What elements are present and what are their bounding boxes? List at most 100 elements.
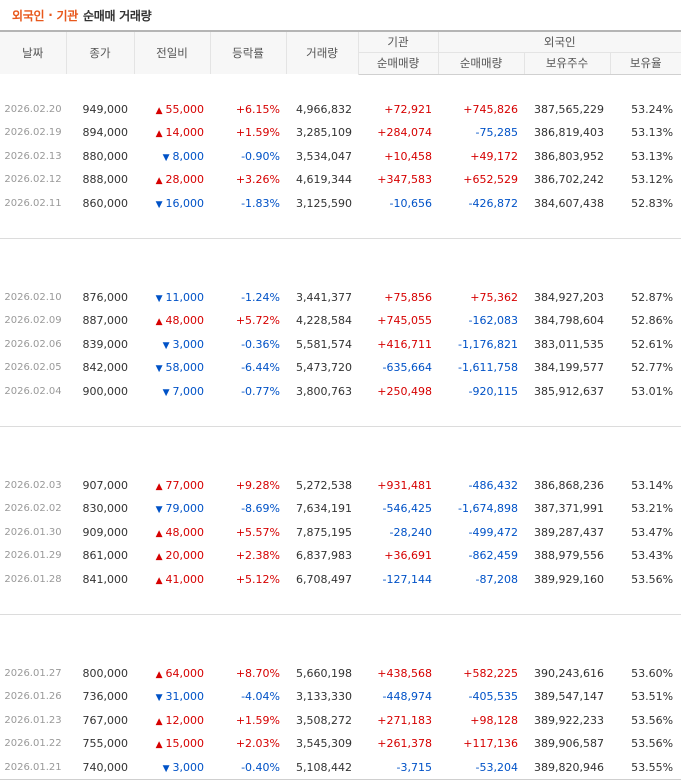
page-title: 외국인 · 기관 순매매 거래량 — [0, 0, 681, 30]
cell-change-value: 41,000 — [165, 572, 205, 586]
cell-foreign-hold: 389,287,437 — [534, 525, 604, 539]
title-rest: 순매매 거래량 — [82, 8, 152, 23]
table-row: 2026.02.02 830,000 79,000 -8.69% 7,634,191 -5… — [0, 497, 681, 521]
cell-rate: +9.28% — [235, 478, 280, 492]
cell-inst-net: -635,664 — [382, 361, 432, 375]
cell-close: 860,000 — [82, 196, 129, 210]
cell-volume: 3,534,047 — [296, 149, 352, 163]
table-row: 2026.02.12 888,000 28,000 +3.26% 4,619,344 +3… — [0, 168, 681, 192]
cell-foreign-hold: 386,819,403 — [534, 126, 604, 140]
cell-rate: -0.36% — [241, 337, 280, 351]
cell-volume: 6,708,497 — [296, 572, 352, 586]
cell-volume: 4,966,832 — [296, 102, 352, 116]
group-divider — [0, 614, 681, 638]
table-row: 2026.01.28 841,000 41,000 +5.12% 6,708,497 -1… — [0, 568, 681, 592]
cell-foreign-ratio: 52.61% — [631, 337, 674, 351]
cell-foreign-ratio: 53.12% — [631, 173, 674, 187]
cell-inst-net: +10,458 — [384, 149, 432, 163]
table-row: 2026.01.30 909,000 48,000 +5.57% 7,875,195 -2… — [0, 521, 681, 545]
header-foreign-group: 외국인 — [438, 30, 681, 53]
group-spacer — [0, 403, 681, 427]
cell-foreign-net: +745,826 — [463, 102, 518, 116]
cell-volume: 3,285,109 — [296, 126, 352, 140]
triangle-up-icon — [156, 549, 166, 562]
cell-close: 876,000 — [82, 290, 129, 304]
cell-close: 841,000 — [82, 572, 129, 586]
cell-change-value: 16,000 — [165, 196, 205, 210]
triangle-up-icon — [156, 526, 166, 539]
cell-close: 800,000 — [82, 666, 129, 680]
cell-foreign-hold: 384,607,438 — [534, 196, 604, 210]
triangle-up-icon — [156, 103, 166, 116]
cell-date: 2026.02.12 — [4, 174, 62, 186]
cell-change: 14,000 — [134, 121, 210, 145]
cell-change-value: 3,000 — [172, 337, 205, 351]
triangle-up-icon — [156, 126, 166, 139]
cell-inst-net: -546,425 — [382, 502, 432, 516]
cell-change: 16,000 — [134, 192, 210, 216]
cell-change-value: 7,000 — [172, 384, 205, 398]
cell-date: 2026.02.06 — [4, 338, 62, 350]
header-foreign-hold: 보유주수 — [524, 52, 611, 75]
cell-change-value: 48,000 — [165, 314, 205, 328]
cell-date: 2026.01.22 — [4, 738, 62, 750]
cell-change-value: 28,000 — [165, 173, 205, 187]
cell-change-value: 14,000 — [165, 126, 205, 140]
cell-volume: 5,108,442 — [296, 760, 352, 774]
cell-foreign-hold: 389,906,587 — [534, 737, 604, 751]
cell-foreign-net: -862,459 — [468, 549, 518, 563]
cell-inst-net: +284,074 — [377, 126, 432, 140]
cell-change: 20,000 — [134, 544, 210, 568]
header-foreign-ratio: 보유율 — [610, 52, 681, 75]
cell-date: 2026.01.23 — [4, 714, 62, 726]
table-row: 2026.02.10 876,000 11,000 -1.24% 3,441,377 +7… — [0, 286, 681, 310]
cell-close: 949,000 — [82, 102, 129, 116]
cell-change: 58,000 — [134, 356, 210, 380]
cell-volume: 3,545,309 — [296, 737, 352, 751]
cell-foreign-net: -499,472 — [468, 525, 518, 539]
cell-inst-net: -3,715 — [396, 760, 432, 774]
cell-foreign-hold: 386,868,236 — [534, 478, 604, 492]
cell-change: 55,000 — [134, 98, 210, 122]
cell-date: 2026.01.27 — [4, 667, 62, 679]
cell-inst-net: +250,498 — [377, 384, 432, 398]
cell-foreign-net: +582,225 — [463, 666, 518, 680]
header-rate: 등락률 — [210, 30, 287, 74]
cell-change-value: 20,000 — [165, 549, 205, 563]
cell-change-value: 64,000 — [165, 666, 205, 680]
cell-date: 2026.02.19 — [4, 127, 62, 139]
cell-foreign-ratio: 53.56% — [631, 713, 674, 727]
cell-volume: 3,441,377 — [296, 290, 352, 304]
group-spacer — [0, 215, 681, 239]
table-row: 2026.02.05 842,000 58,000 -6.44% 5,473,720 -6… — [0, 356, 681, 380]
triangle-down-icon — [156, 291, 166, 304]
header-volume: 거래량 — [286, 30, 359, 74]
cell-change: 11,000 — [134, 286, 210, 310]
group-spacer — [0, 450, 681, 474]
cell-close: 907,000 — [82, 478, 129, 492]
cell-volume: 3,508,272 — [296, 713, 352, 727]
cell-change-value: 48,000 — [165, 525, 205, 539]
cell-rate: -0.40% — [241, 760, 280, 774]
cell-close: 830,000 — [82, 502, 129, 516]
cell-rate: +6.15% — [235, 102, 280, 116]
cell-inst-net: +438,568 — [377, 666, 432, 680]
cell-change: 7,000 — [134, 380, 210, 404]
cell-foreign-net: +98,128 — [470, 713, 518, 727]
cell-volume: 4,619,344 — [296, 173, 352, 187]
cell-foreign-net: -53,204 — [475, 760, 518, 774]
table-row: 2026.02.09 887,000 48,000 +5.72% 4,228,584 +7… — [0, 309, 681, 333]
cell-rate: -4.04% — [241, 690, 280, 704]
cell-foreign-hold: 389,922,233 — [534, 713, 604, 727]
triangle-up-icon — [156, 667, 166, 680]
cell-inst-net: +745,055 — [377, 314, 432, 328]
title-separator: · — [48, 8, 53, 22]
cell-volume: 7,634,191 — [296, 502, 352, 516]
cell-inst-net: -10,656 — [389, 196, 432, 210]
triangle-down-icon — [156, 690, 166, 703]
table-row: 2026.01.26 736,000 31,000 -4.04% 3,133,330 -4… — [0, 685, 681, 709]
table-row: 2026.02.04 900,000 7,000 -0.77% 3,800,763 +25… — [0, 380, 681, 404]
cell-close: 736,000 — [82, 690, 129, 704]
cell-change-value: 31,000 — [165, 690, 205, 704]
cell-foreign-net: +117,136 — [463, 737, 518, 751]
